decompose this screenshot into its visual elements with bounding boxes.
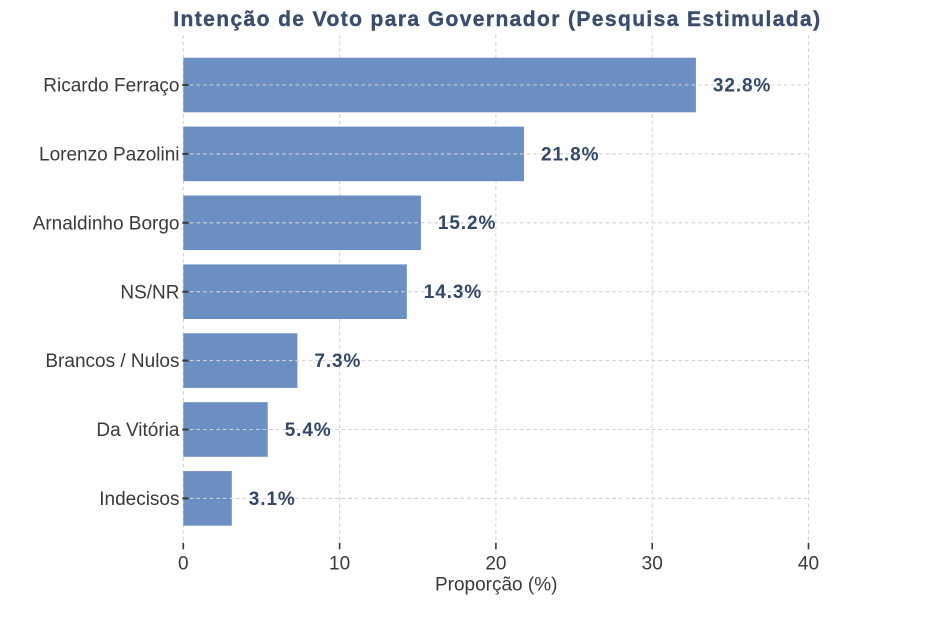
svg-text:Intenção de Voto para Governad: Intenção de Voto para Governador (Pesqui… [173, 8, 821, 31]
svg-text:30: 30 [642, 553, 663, 574]
svg-text:Brancos / Nulos: Brancos / Nulos [45, 351, 179, 372]
svg-text:Proporção (%): Proporção (%) [435, 574, 558, 595]
svg-text:21.8%: 21.8% [541, 144, 599, 165]
svg-text:40: 40 [798, 553, 819, 574]
svg-text:Indecisos: Indecisos [99, 489, 179, 510]
svg-text:Lorenzo Pazolini: Lorenzo Pazolini [39, 145, 179, 166]
svg-text:Da Vitória: Da Vitória [96, 420, 180, 441]
svg-text:3.1%: 3.1% [249, 489, 296, 510]
svg-text:15.2%: 15.2% [438, 213, 496, 234]
svg-text:32.8%: 32.8% [713, 75, 771, 96]
svg-text:7.3%: 7.3% [314, 351, 361, 372]
svg-text:NS/NR: NS/NR [120, 282, 179, 303]
svg-text:0: 0 [178, 553, 189, 574]
svg-text:14.3%: 14.3% [424, 282, 482, 303]
svg-text:Arnaldinho Borgo: Arnaldinho Borgo [33, 213, 180, 234]
svg-text:Ricardo Ferraço: Ricardo Ferraço [43, 76, 179, 97]
svg-text:5.4%: 5.4% [285, 420, 332, 441]
svg-text:10: 10 [329, 553, 350, 574]
svg-text:20: 20 [485, 553, 506, 574]
